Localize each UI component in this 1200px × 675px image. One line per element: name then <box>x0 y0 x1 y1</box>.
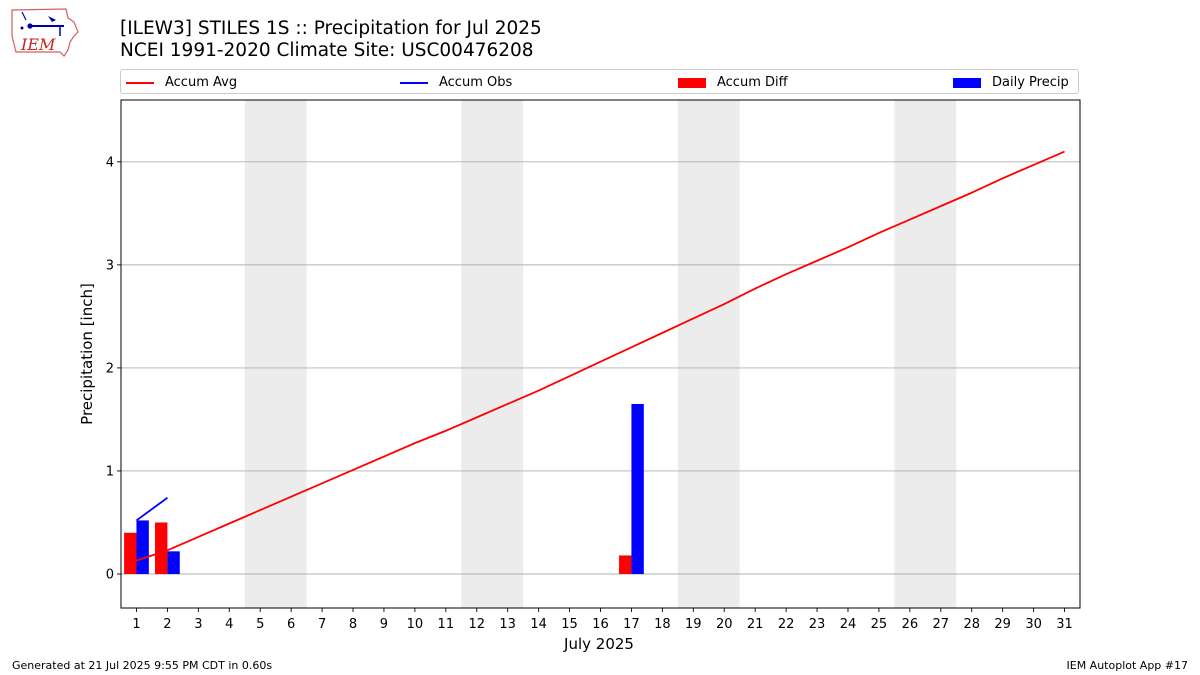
x-tick-label: 20 <box>716 617 733 632</box>
x-tick-label: 9 <box>380 617 388 632</box>
x-tick-label: 27 <box>933 617 950 632</box>
x-tick-label: 1 <box>132 617 140 632</box>
y-tick-label: 2 <box>106 361 114 376</box>
x-tick-label: 17 <box>623 617 640 632</box>
legend-swatch-accum-obs <box>400 81 428 84</box>
x-tick-label: 30 <box>1025 617 1042 632</box>
footer-generated-text: Generated at 21 Jul 2025 9:55 PM CDT in … <box>12 659 273 672</box>
x-axis-label: July 2025 <box>563 635 634 653</box>
legend-label-daily-precip: Daily Precip <box>992 75 1069 90</box>
accum-diff-bar <box>155 522 168 574</box>
accum-obs-line <box>135 497 168 522</box>
x-tick-label: 12 <box>468 617 485 632</box>
x-tick-label: 26 <box>902 617 919 632</box>
y-axis-label: Precipitation [inch] <box>78 283 96 425</box>
x-tick-label: 2 <box>163 617 171 632</box>
x-tick-label: 18 <box>654 617 671 632</box>
weekend-shade <box>244 100 307 608</box>
legend-swatch-daily-precip <box>953 77 981 88</box>
x-tick-label: 21 <box>747 617 764 632</box>
x-tick-label: 24 <box>840 617 857 632</box>
legend-item-accum-diff: Accum Diff <box>678 70 788 95</box>
y-tick-label: 3 <box>106 258 114 273</box>
x-tick-label: 22 <box>778 617 795 632</box>
x-tick-label: 28 <box>963 617 980 632</box>
chart-legend: Accum Avg Accum Obs Accum Diff Daily Pre… <box>120 69 1079 94</box>
x-tick-label: 10 <box>407 617 424 632</box>
x-tick-label: 31 <box>1056 617 1073 632</box>
accum-diff-bar <box>124 532 137 574</box>
legend-label-accum-obs: Accum Obs <box>439 75 513 90</box>
x-tick-label: 29 <box>994 617 1011 632</box>
x-tick-label: 15 <box>561 617 578 632</box>
chart-title: [ILEW3] STILES 1S :: Precipitation for J… <box>120 18 542 39</box>
legend-label-accum-avg: Accum Avg <box>165 75 238 90</box>
x-tick-label: 4 <box>225 617 233 632</box>
y-tick-label: 1 <box>106 464 114 479</box>
weekend-shade <box>461 100 524 608</box>
x-tick-label: 14 <box>530 617 547 632</box>
x-tick-label: 8 <box>349 617 357 632</box>
x-tick-label: 6 <box>287 617 295 632</box>
daily-precip-bar <box>631 403 644 574</box>
weekend-shade <box>677 100 740 608</box>
accum-avg-line <box>136 150 1065 562</box>
chart-subtitle: NCEI 1991-2020 Climate Site: USC00476208 <box>120 40 534 61</box>
x-tick-label: 11 <box>438 617 455 632</box>
footer-app-text: IEM Autoplot App #17 <box>1066 659 1189 672</box>
x-tick-label: 19 <box>685 617 702 632</box>
legend-item-daily-precip: Daily Precip <box>953 70 1069 95</box>
iem-logo: IEM <box>8 6 80 58</box>
accum-diff-bar <box>619 555 632 574</box>
legend-swatch-accum-diff <box>678 77 706 88</box>
daily-precip-bar <box>167 551 180 574</box>
legend-item-accum-obs: Accum Obs <box>400 70 512 95</box>
daily-precip-bar <box>136 520 149 574</box>
legend-swatch-accum-avg <box>126 81 154 84</box>
x-tick-label: 16 <box>592 617 609 632</box>
y-tick-label: 4 <box>106 155 114 170</box>
legend-label-accum-diff: Accum Diff <box>717 75 788 90</box>
x-tick-label: 3 <box>194 617 202 632</box>
x-tick-label: 25 <box>871 617 888 632</box>
logo-lettering: IEM <box>20 35 56 54</box>
legend-item-accum-avg: Accum Avg <box>126 70 237 95</box>
x-tick-label: 5 <box>256 617 264 632</box>
x-tick-label: 23 <box>809 617 826 632</box>
x-tick-label: 13 <box>499 617 516 632</box>
weekend-shade <box>894 100 957 608</box>
x-tick-label: 7 <box>318 617 326 632</box>
y-tick-label: 0 <box>106 567 114 582</box>
